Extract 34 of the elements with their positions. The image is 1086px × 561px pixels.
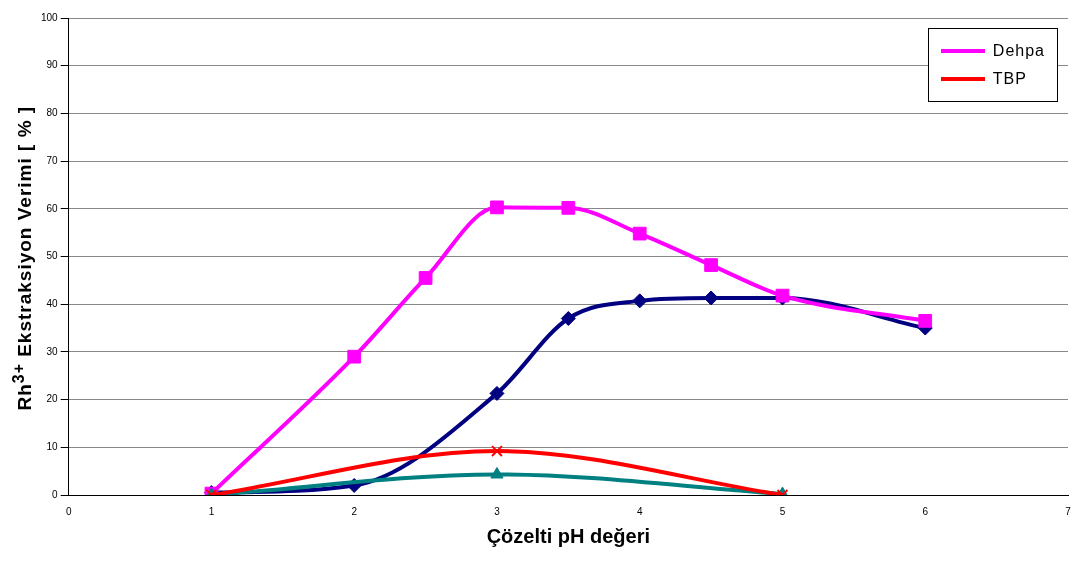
- point: [918, 314, 933, 328]
- point: [704, 258, 718, 272]
- point: [703, 290, 719, 306]
- point: [347, 349, 362, 364]
- x-axis-title: Çözelti pH değeri: [486, 524, 651, 547]
- x-tick-label: 1: [208, 505, 215, 517]
- y-tick-label: 0: [52, 488, 59, 500]
- y-tick-label: 50: [46, 250, 59, 262]
- x-tick-label: 6: [922, 505, 929, 517]
- y-tick-label: 30: [46, 345, 59, 357]
- x-tick-label: 3: [494, 505, 501, 517]
- x-tick-label: 7: [1065, 505, 1072, 517]
- point: [490, 466, 504, 479]
- point: [560, 311, 576, 327]
- point: [561, 200, 576, 215]
- point: [490, 200, 504, 215]
- point: [489, 385, 505, 401]
- y-tick-label: 80: [46, 107, 59, 119]
- y-tick-label: 60: [46, 202, 59, 214]
- y-tick-label: 100: [41, 11, 59, 23]
- legend-label: TBP: [992, 70, 1027, 88]
- y-tick-label: 20: [46, 393, 59, 405]
- point: [632, 226, 647, 241]
- point: [632, 293, 648, 309]
- x-tick-label: 2: [351, 505, 358, 517]
- point: [418, 271, 433, 285]
- x-tick-label: 0: [65, 505, 72, 517]
- y-tick-label: 40: [46, 297, 59, 309]
- y-tick-label: 70: [46, 154, 59, 166]
- legend-label: Dehpa: [992, 42, 1045, 60]
- y-tick-label: 10: [46, 441, 59, 453]
- x-tick-label: 5: [779, 505, 786, 517]
- y-tick-label: 90: [46, 59, 59, 71]
- x-tick-label: 4: [636, 505, 643, 517]
